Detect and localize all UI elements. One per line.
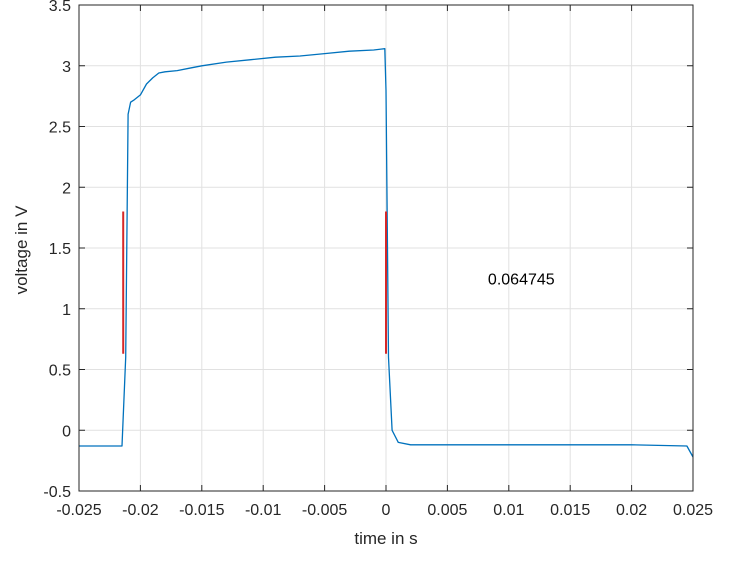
x-tick-label: 0.005 [427,502,467,519]
x-tick-label: -0.01 [245,502,282,519]
y-tick-labels: -0.5 0 0.5 1 1.5 2 2.5 3 3.5 [43,0,71,501]
x-tick-label: -0.015 [179,502,224,519]
x-tick-label: -0.02 [122,502,159,519]
x-tick-label: 0 [382,502,391,519]
marker-layer [122,211,387,354]
voltage-series-line [79,48,694,458]
x-tick-label: 0.02 [616,502,647,519]
y-tick-label: 3 [62,59,71,76]
y-tick-label: 2 [62,180,71,197]
y-tick-label: 0.5 [49,363,71,380]
x-tick-label: 0.025 [673,502,713,519]
x-tick-label: -0.025 [56,502,101,519]
tick-marks [78,4,694,492]
y-tick-label: 1.5 [49,241,71,258]
y-tick-label: 0 [62,423,71,440]
y-axis-label: voltage in V [12,205,31,294]
y-tick-label: 1 [62,302,71,319]
annotation-text: 0.064745 [488,271,555,288]
series-layer [79,48,694,458]
x-axis-label: time in s [354,529,417,548]
x-tick-label: -0.005 [302,502,347,519]
y-tick-label: 3.5 [49,0,71,15]
y-tick-label: 2.5 [49,120,71,137]
x-tick-label: 0.01 [493,502,524,519]
x-tick-label: 0.015 [550,502,590,519]
x-tick-labels: -0.025 -0.02 -0.015 -0.01 -0.005 0 0.005 0.01 0.… [56,502,713,519]
y-tick-label: -0.5 [43,484,71,501]
